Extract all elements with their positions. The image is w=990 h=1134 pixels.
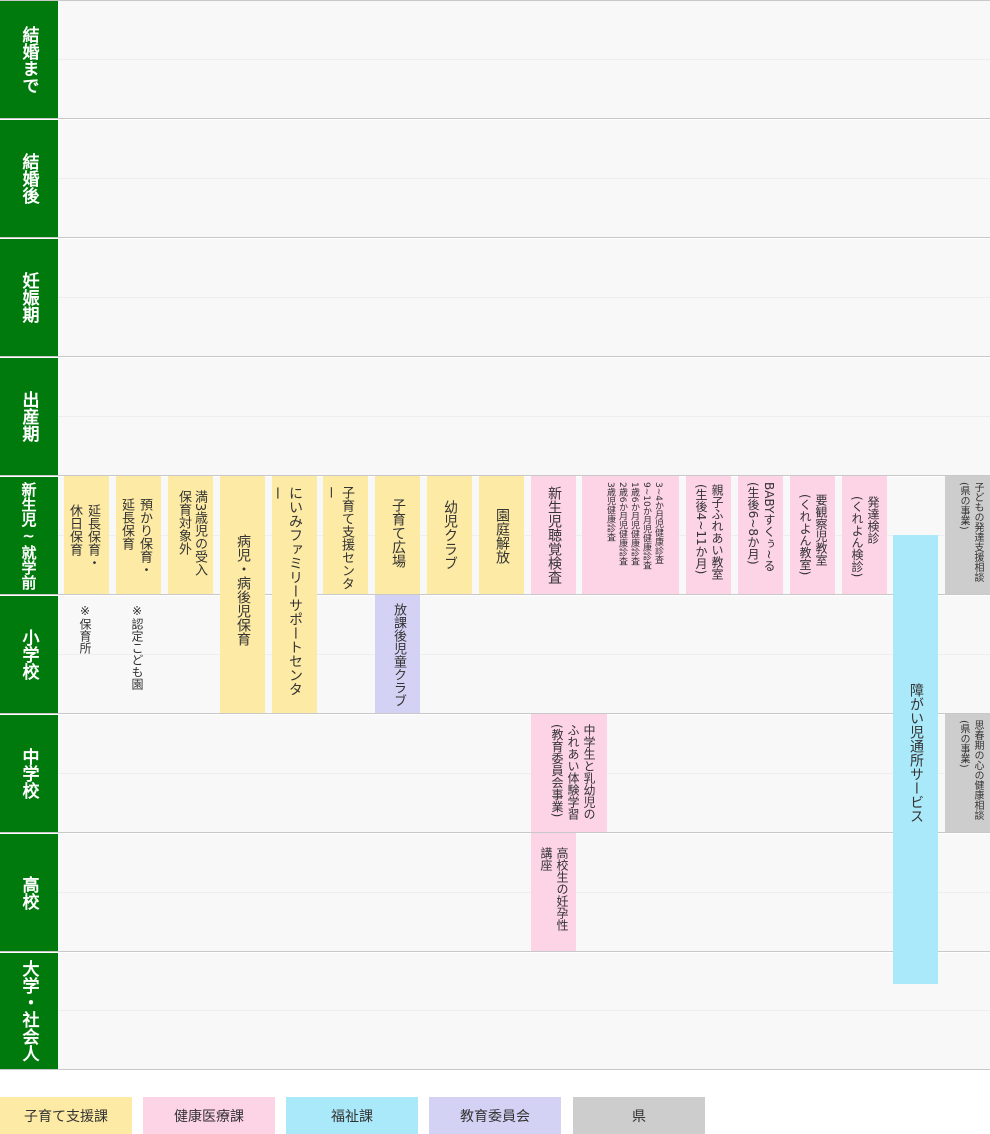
legend-fukushi: 福祉課 bbox=[286, 1097, 418, 1134]
service-high-school-fertility-lecture: 高校生の妊孕性 講座 bbox=[531, 833, 576, 951]
row-divider bbox=[0, 1069, 990, 1070]
row-divider bbox=[0, 118, 990, 119]
service-after-school-club: 放課後児童クラブ bbox=[375, 595, 420, 713]
row-subline bbox=[58, 1010, 990, 1011]
row-subline bbox=[58, 59, 990, 60]
stage-label-pregnancy: 妊娠期 bbox=[0, 239, 58, 356]
legend-kenko: 健康医療課 bbox=[143, 1097, 275, 1134]
row-divider bbox=[0, 951, 990, 952]
service-development-checkup: 発達検診 (くれよん検診) bbox=[842, 476, 887, 594]
legend-kyoiku: 教育委員会 bbox=[429, 1097, 561, 1134]
stage-label-newborn-preschool: 新生児~就学前 bbox=[0, 477, 58, 594]
note-certified-child-center: ※認定こども園 bbox=[130, 604, 144, 690]
service-childcare-support-center: 子育て支援センター bbox=[323, 476, 368, 594]
stage-label-birth: 出産期 bbox=[0, 358, 58, 475]
stage-label-elementary: 小学校 bbox=[0, 596, 58, 713]
service-kindergarten-garden-opening: 園庭解放 bbox=[479, 476, 524, 594]
row-subline bbox=[58, 654, 990, 655]
row-subline bbox=[58, 416, 990, 417]
service-temporary-extended-childcare: 預かり保育・ 延長保育 bbox=[116, 476, 161, 594]
row-subline bbox=[58, 892, 990, 893]
service-toddler-club: 幼児クラブ bbox=[427, 476, 472, 594]
service-observation-class: 要観察児教室 (くれよん教室) bbox=[790, 476, 835, 594]
row-subline bbox=[58, 773, 990, 774]
service-infant-health-checkups: 3~4か月児健康診査 9~10か月児健康診査 1歳6か月児健康診査 2歳6か月児… bbox=[582, 476, 679, 594]
service-child-development-consultation: 子どもの発達支援相談 (県の事業) bbox=[945, 476, 990, 594]
service-timeline-grid: 結婚まで 結婚後 妊娠期 出産期 新生児~就学前 小学校 中学校 高校 大学・社… bbox=[0, 0, 990, 1070]
service-newborn-hearing-test: 新生児聴覚検査 bbox=[531, 476, 576, 594]
row-divider bbox=[0, 237, 990, 238]
service-extended-holiday-childcare: 延長保育・ 休日保育 bbox=[64, 476, 109, 594]
row-divider bbox=[0, 594, 990, 595]
legend-kosodate: 子育て支援課 bbox=[0, 1097, 132, 1134]
row-subline bbox=[58, 535, 990, 536]
service-adolescent-mental-health: 思春期の心の健康相談 (県の事業) bbox=[945, 714, 990, 832]
stage-label-high-school: 高校 bbox=[0, 834, 58, 951]
stage-label-after-marriage: 結婚後 bbox=[0, 120, 58, 237]
service-junior-high-infant-experience: 中学生と乳幼児の ふれあい体験学習 (教育委員会事業) bbox=[531, 714, 607, 832]
stage-label-junior-high: 中学校 bbox=[0, 715, 58, 832]
row-bg bbox=[58, 953, 990, 1069]
service-age3-acceptance: 満3歳児の受入 保育対象外 bbox=[168, 476, 213, 594]
service-family-support-center: にいみファミリーサポートセンター bbox=[272, 476, 317, 713]
row-subline bbox=[58, 297, 990, 298]
note-nursery: ※保育所 bbox=[78, 604, 92, 654]
row-subline bbox=[58, 178, 990, 179]
stage-label-marriage-before: 結婚まで bbox=[0, 1, 58, 118]
row-divider bbox=[0, 832, 990, 833]
legend-ken: 県 bbox=[573, 1097, 705, 1134]
stage-label-university-adult: 大学・社会人 bbox=[0, 953, 58, 1069]
row-divider bbox=[0, 713, 990, 714]
legend: 子育て支援課 健康医療課 福祉課 教育委員会 県 bbox=[0, 1097, 990, 1134]
row-divider bbox=[0, 475, 990, 476]
service-parent-child-class: 親子ふれあい教室 (生後4~11か月) bbox=[686, 476, 731, 594]
row-divider bbox=[0, 0, 990, 1]
service-sick-child-care: 病児・病後児保育 bbox=[220, 476, 265, 713]
row-divider bbox=[0, 356, 990, 357]
service-childcare-plaza: 子育て広場 bbox=[375, 476, 420, 594]
service-baby-school: BABYすくぅ~る (生後6~8か月) bbox=[738, 476, 783, 594]
service-disabled-child-day-service: 障がい児通所サービス bbox=[893, 535, 938, 984]
